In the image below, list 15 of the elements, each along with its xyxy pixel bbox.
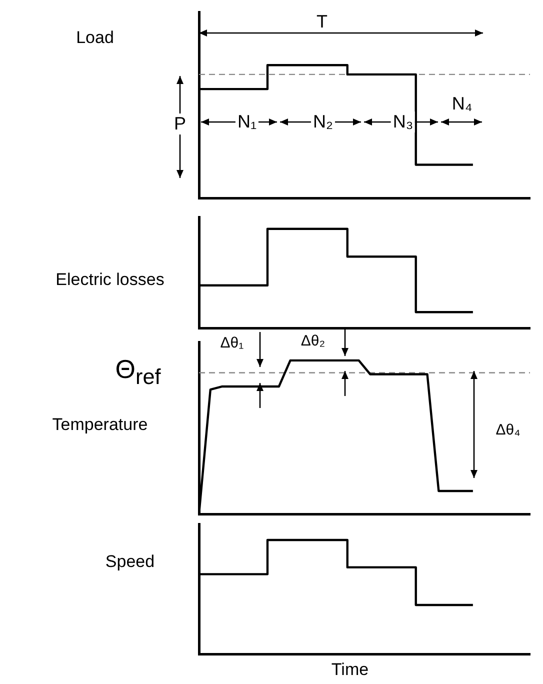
text: Δθ₂ — [300, 332, 326, 350]
text: Δθ₁ — [219, 334, 245, 352]
annotation: N₂ — [311, 112, 335, 132]
text: P — [172, 114, 188, 134]
y-axis-title: Electric losses — [56, 270, 164, 290]
y-axis-title: Temperature — [52, 415, 148, 435]
y-axis-title: Speed — [105, 552, 155, 572]
y-axis-title: Load — [76, 28, 114, 48]
annotation: Δθ₄ — [494, 422, 522, 438]
annotation: N₁ — [235, 112, 259, 132]
annotation: N₄ — [450, 94, 474, 114]
text: Θ$_{ref}$ — [114, 354, 162, 390]
text: T — [316, 12, 328, 32]
x-axis-title: Time — [331, 660, 369, 680]
annotation: N₃ — [390, 112, 416, 132]
